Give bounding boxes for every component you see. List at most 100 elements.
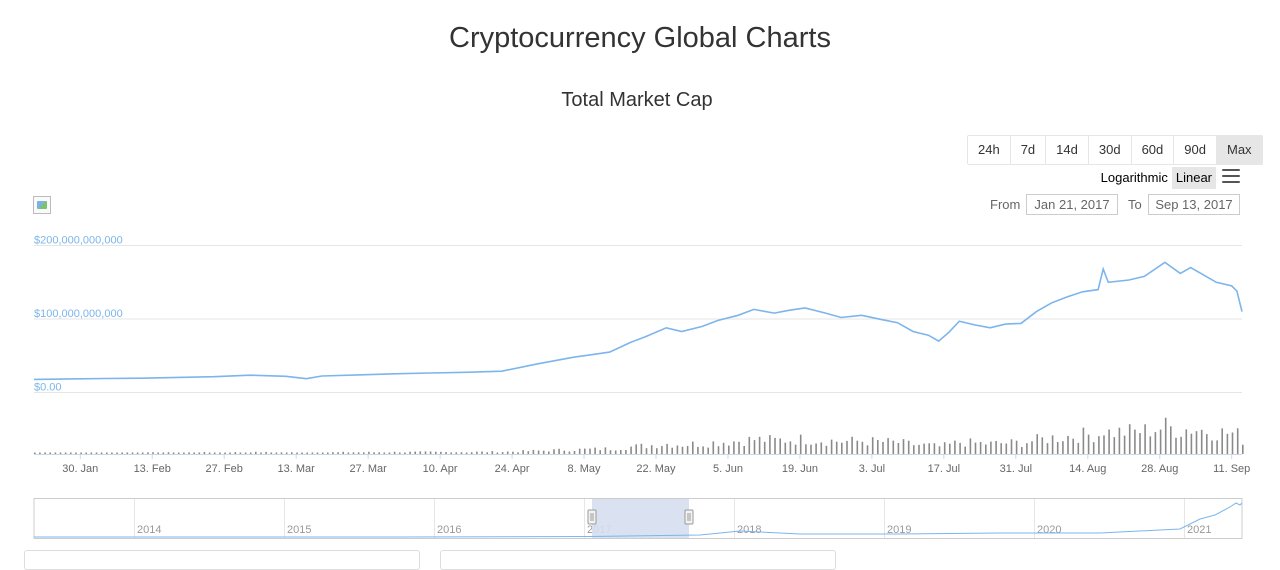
volume-bar — [686, 446, 689, 454]
volume-bar — [1103, 435, 1105, 454]
volume-bar — [424, 451, 427, 454]
range-button-90d[interactable]: 90d — [1174, 136, 1217, 164]
volume-bar — [172, 452, 175, 454]
volume-bar — [1170, 426, 1172, 454]
volume-bar — [1134, 429, 1136, 454]
volume-bar — [285, 452, 288, 454]
volume-bar — [558, 448, 560, 454]
volume-bar — [1072, 438, 1074, 454]
volume-bar — [234, 452, 237, 454]
volume-bar — [486, 452, 488, 454]
volume-bar — [383, 452, 386, 454]
volume-bar — [933, 443, 936, 454]
volume-bar — [799, 434, 802, 454]
volume-bar — [1031, 441, 1033, 454]
linear-button[interactable]: Linear — [1171, 167, 1216, 189]
volume-bar — [1026, 443, 1028, 454]
volume-bar — [733, 441, 735, 454]
volume-bar — [363, 452, 365, 454]
volume-bar — [609, 450, 612, 454]
volume-bar — [954, 440, 956, 454]
volume-bar — [846, 440, 848, 454]
range-selector: 24h 7d 14d 30d 60d 90d Max — [967, 135, 1263, 165]
volume-bar — [1159, 429, 1162, 454]
volume-bar — [419, 451, 422, 454]
navigator-handle-left[interactable] — [587, 509, 597, 525]
range-button-24h[interactable]: 24h — [968, 136, 1011, 164]
volume-bar — [476, 451, 478, 454]
volume-bar — [435, 451, 437, 454]
volume-bar — [995, 441, 997, 454]
volume-bar — [907, 440, 910, 454]
volume-bar — [887, 438, 889, 454]
navigator-tick-label: 2016 — [437, 524, 461, 536]
volume-bar — [106, 452, 108, 454]
volume-bar — [630, 446, 632, 454]
volume-bar — [589, 448, 591, 454]
range-button-max[interactable]: Max — [1216, 136, 1262, 164]
volume-bar — [373, 452, 375, 454]
x-tick-label: 31. Jul — [1000, 463, 1032, 475]
volume-bar — [985, 444, 987, 454]
range-button-30d[interactable]: 30d — [1088, 136, 1132, 164]
volume-bar — [707, 447, 709, 454]
volume-bar — [399, 452, 401, 454]
volume-bar — [815, 443, 817, 454]
volume-bar — [810, 444, 812, 454]
hamburger-menu-icon[interactable] — [1222, 169, 1240, 183]
volume-bar — [157, 452, 159, 454]
navigator-handle-right[interactable] — [684, 509, 694, 525]
volume-bar — [75, 452, 77, 454]
range-button-7d[interactable]: 7d — [1010, 136, 1047, 164]
to-date-input[interactable] — [1148, 194, 1240, 215]
x-tick-label: 13. Mar — [278, 463, 316, 475]
volume-bar — [645, 448, 648, 454]
volume-bar — [327, 452, 329, 454]
volume-bar — [332, 452, 334, 454]
navigator-tick-label: 2021 — [1187, 524, 1211, 536]
volume-bar — [147, 452, 149, 454]
volume-bar — [203, 452, 206, 454]
volume-bar — [779, 438, 781, 454]
volume-bar — [661, 446, 663, 454]
volume-bar — [1092, 442, 1095, 454]
volume-bar — [1123, 435, 1126, 454]
volume-bar — [943, 442, 946, 454]
logarithmic-button[interactable]: Logarithmic — [1096, 167, 1172, 189]
volume-bar — [578, 448, 581, 454]
volume-bar — [34, 452, 36, 454]
volume-bar — [249, 452, 252, 454]
volume-bar — [95, 452, 98, 454]
volume-bar — [368, 451, 370, 454]
volume-bar — [131, 452, 134, 454]
navigator[interactable]: 20142015201620172018201920202021 — [33, 498, 1243, 539]
volume-bar — [1051, 435, 1054, 454]
volume-bar — [177, 452, 180, 454]
from-date-input[interactable] — [1026, 194, 1118, 215]
x-tick-label: 5. Jun — [713, 463, 743, 475]
volume-bar — [208, 452, 211, 454]
volume-bar — [851, 436, 853, 454]
volume-bar — [537, 450, 540, 454]
volume-bar — [717, 446, 720, 454]
volume-bar — [64, 452, 67, 454]
volume-bar — [1128, 424, 1131, 454]
x-tick-label: 24. Apr — [495, 463, 530, 475]
volume-bar — [1113, 437, 1116, 454]
volume-bar — [445, 452, 447, 454]
volume-bar — [825, 445, 828, 454]
volume-bar — [342, 451, 344, 454]
volume-bar — [141, 452, 144, 454]
volume-bar — [152, 452, 154, 454]
navigator-selection[interactable] — [592, 499, 689, 538]
volume-bar — [378, 452, 380, 454]
volume-bar — [877, 440, 879, 454]
volume-bar — [126, 452, 129, 454]
range-button-14d[interactable]: 14d — [1046, 136, 1089, 164]
range-button-60d[interactable]: 60d — [1131, 136, 1175, 164]
volume-bar — [388, 452, 391, 454]
volume-bar — [1139, 433, 1141, 454]
volume-bar — [470, 452, 473, 454]
volume-bar — [635, 444, 637, 454]
volume-bar — [568, 451, 571, 454]
